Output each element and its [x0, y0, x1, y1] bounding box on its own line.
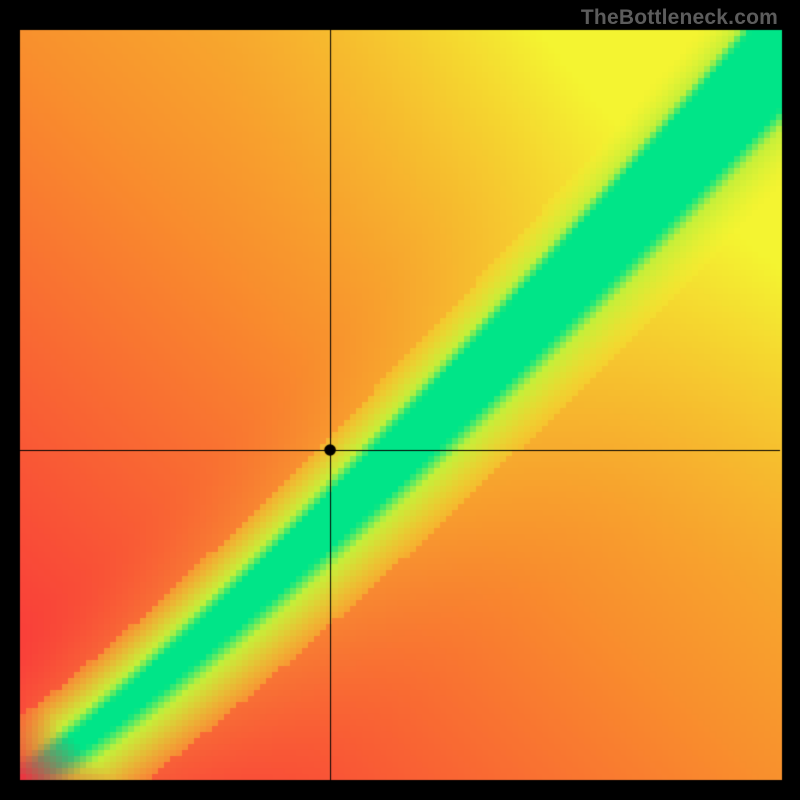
watermark: TheBottleneck.com — [581, 6, 778, 30]
chart-container: TheBottleneck.com — [0, 0, 800, 800]
heatmap-canvas — [0, 0, 800, 800]
